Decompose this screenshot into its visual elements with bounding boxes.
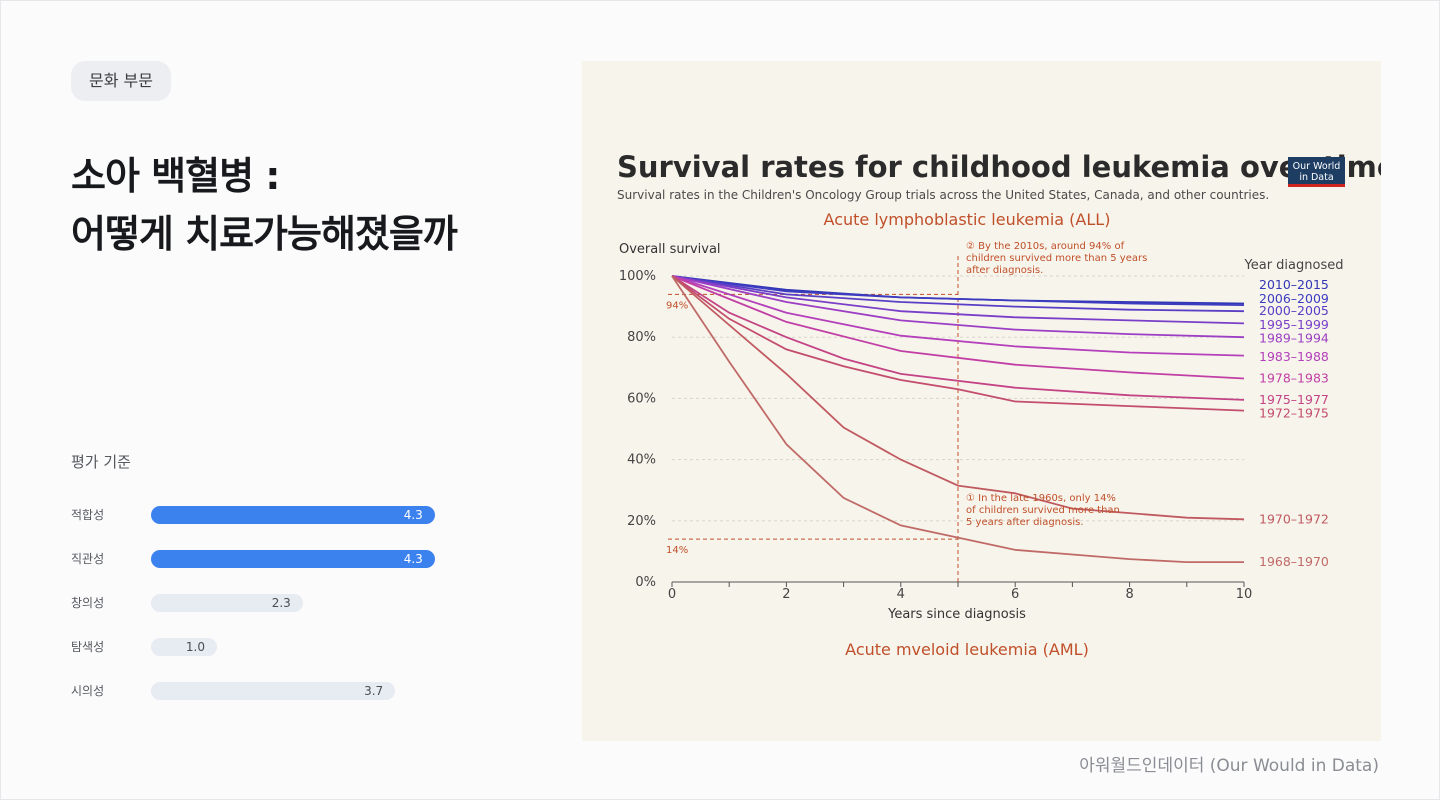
rating-bar: 3.7 (151, 682, 396, 700)
legend-label: 1983–1988 (1259, 349, 1329, 364)
series-line (671, 275, 1245, 357)
rating-row-creative: 창의성 2.3 (71, 594, 441, 612)
annotation-text: ① In the late 1960s, only 14% (966, 493, 1116, 504)
legend-label: 1970–1972 (1259, 511, 1329, 526)
series-line (671, 275, 1244, 563)
leukemia-survival-chart: Survival rates for childhood leukemia ov… (617, 150, 1381, 659)
annotation-text: of children survived more than (966, 505, 1120, 516)
annotation-text: children survived more than 5 years (966, 253, 1147, 264)
y-tick-label: 100% (619, 269, 656, 284)
rating-value: 3.7 (364, 684, 384, 698)
rating-label: 창의성 (71, 596, 105, 610)
rating-bar: 4.3 (151, 506, 435, 524)
annotation-text: ② By the 2010s, around 94% of (966, 241, 1125, 252)
legend-label: 1975–1977 (1259, 392, 1329, 407)
annotation-text: after diagnosis. (966, 265, 1043, 276)
section-title-all: Acute lymphoblastic leukemia (ALL) (824, 210, 1111, 229)
y-tick-label: 40% (627, 453, 656, 468)
x-tick-label: 0 (668, 587, 676, 602)
rating-bar: 1.0 (151, 638, 217, 656)
rating-label: 탐색성 (71, 640, 105, 654)
x-axis-label: Years since diagnosis (887, 607, 1026, 622)
series-line (671, 275, 1245, 401)
legend-label: 2010–2015 (1259, 277, 1329, 292)
rating-value: 4.3 (403, 552, 423, 566)
title-line-2: 어떻게 치료가능해졌을까 (71, 212, 458, 256)
y-tick-label: 60% (627, 391, 656, 406)
category-badge: 문화 부문 (71, 61, 171, 101)
legend-title: Year diagnosed (1244, 258, 1344, 273)
rating-value: 4.3 (403, 508, 423, 522)
reference-label: 94% (666, 300, 688, 311)
section-title-aml: Acute mveloid leukemia (AML) (845, 640, 1089, 659)
page-title: 소아 백혈병 : 어떻게 치료가능해졌을까 (71, 147, 458, 263)
series-line (671, 275, 1245, 325)
logo-text-1: Our World (1293, 161, 1341, 172)
series-line (671, 275, 1245, 412)
legend-label: 2006–2009 (1259, 291, 1329, 306)
legend-label: 1972–1975 (1259, 406, 1329, 421)
reference-label: 14% (666, 545, 688, 556)
y-axis-label: Overall survival (619, 242, 721, 257)
rating-row-timely: 시의성 3.7 (71, 682, 441, 700)
legend-label: 1968–1970 (1259, 554, 1329, 569)
x-tick-label: 6 (1011, 587, 1019, 602)
x-tick-label: 4 (897, 587, 905, 602)
x-tick-label: 8 (1125, 587, 1133, 602)
series-line (671, 275, 1245, 313)
rating-row-intuitive: 직관성 4.3 (71, 550, 441, 568)
rating-value: 1.0 (185, 640, 205, 654)
annotation-text: 5 years after diagnosis. (966, 517, 1084, 528)
legend-label: 1978–1983 (1259, 371, 1329, 386)
chart-subtitle: Survival rates in the Children's Oncolog… (617, 188, 1269, 202)
rating-value: 2.3 (271, 596, 291, 610)
legend-label: 1995–1999 (1259, 317, 1329, 332)
chart-title: Survival rates for childhood leukemia ov… (617, 150, 1381, 184)
rating-row-fit: 적합성 4.3 (71, 506, 441, 524)
rating-label: 시의성 (71, 684, 105, 698)
legend-label: 2000–2005 (1259, 303, 1329, 318)
rating-bar: 2.3 (151, 594, 303, 612)
y-tick-label: 0% (635, 575, 656, 590)
rating-label: 직관성 (71, 552, 105, 566)
chart-image: Survival rates for childhood leukemia ov… (582, 61, 1381, 741)
rating-label: 적합성 (71, 508, 105, 522)
series-line (671, 275, 1245, 521)
series-line (671, 275, 1245, 380)
owid-logo: Our World in Data (1288, 157, 1345, 187)
y-tick-label: 80% (627, 330, 656, 345)
legend-label: 1989–1994 (1259, 331, 1329, 346)
logo-text-2: in Data (1299, 172, 1333, 183)
rating-row-explore: 탐색성 1.0 (71, 638, 441, 656)
rating-bar: 4.3 (151, 550, 435, 568)
x-tick-label: 2 (782, 587, 790, 602)
x-tick-label: 10 (1236, 587, 1253, 602)
y-tick-label: 20% (627, 514, 656, 529)
evaluation-heading: 평가 기준 (71, 453, 131, 471)
series-line (671, 275, 1245, 306)
title-line-1: 소아 백혈병 : (71, 154, 280, 198)
series-line (671, 275, 1245, 339)
source-caption: 아워월드인데이터 (Our Would in Data) (1079, 756, 1379, 776)
